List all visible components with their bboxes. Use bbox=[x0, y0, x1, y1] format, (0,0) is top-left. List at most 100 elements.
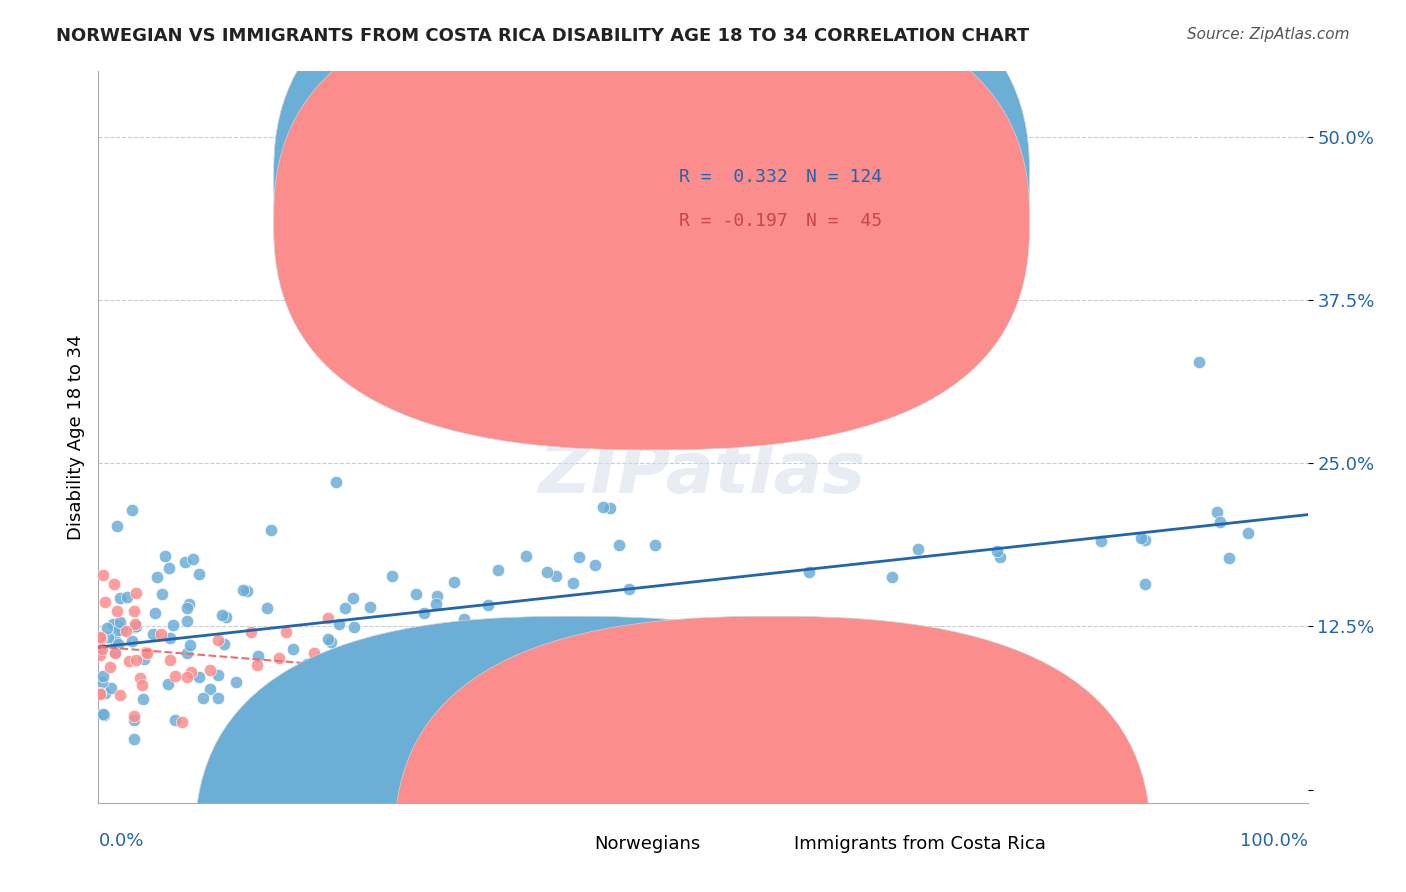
Point bbox=[260, 524, 283, 538]
Point bbox=[174, 555, 197, 569]
Point bbox=[124, 620, 146, 634]
Point bbox=[150, 627, 173, 641]
Text: Norwegians: Norwegians bbox=[595, 836, 700, 854]
Text: N = 124: N = 124 bbox=[806, 169, 882, 186]
Point bbox=[176, 600, 198, 615]
Point bbox=[544, 641, 567, 656]
Point bbox=[797, 566, 820, 580]
Point bbox=[305, 688, 328, 702]
Point bbox=[1237, 526, 1260, 541]
Point bbox=[586, 648, 609, 662]
Point bbox=[443, 574, 465, 589]
Point bbox=[122, 731, 145, 746]
Point bbox=[212, 637, 235, 651]
Point bbox=[1205, 505, 1227, 519]
Point bbox=[413, 606, 436, 620]
Point bbox=[89, 642, 111, 657]
Point bbox=[716, 636, 738, 650]
Text: Immigrants from Costa Rica: Immigrants from Costa Rica bbox=[793, 836, 1046, 854]
Point bbox=[153, 549, 176, 563]
Text: Source: ZipAtlas.com: Source: ZipAtlas.com bbox=[1187, 27, 1350, 42]
Point bbox=[136, 646, 159, 660]
Point bbox=[232, 583, 254, 598]
Point bbox=[103, 576, 125, 591]
Point bbox=[150, 587, 173, 601]
Point bbox=[200, 663, 222, 677]
Point bbox=[359, 599, 381, 614]
Point bbox=[207, 632, 229, 647]
Point bbox=[316, 632, 339, 646]
Point bbox=[157, 677, 180, 691]
Point bbox=[170, 714, 193, 729]
Point bbox=[91, 707, 114, 722]
Point bbox=[125, 585, 148, 599]
Point bbox=[96, 621, 118, 635]
Point bbox=[159, 653, 181, 667]
Point bbox=[599, 500, 621, 515]
Point bbox=[188, 566, 211, 581]
Point bbox=[598, 657, 620, 672]
Point bbox=[98, 660, 121, 674]
Text: 0.0%: 0.0% bbox=[98, 832, 143, 850]
Point bbox=[276, 624, 298, 639]
Point bbox=[142, 627, 165, 641]
Point bbox=[495, 650, 517, 665]
Point bbox=[1133, 533, 1156, 548]
Point bbox=[544, 569, 567, 583]
Point bbox=[89, 687, 111, 701]
Point bbox=[104, 646, 127, 660]
Point bbox=[695, 663, 717, 677]
FancyBboxPatch shape bbox=[613, 137, 976, 268]
Point bbox=[1130, 531, 1153, 545]
Point bbox=[104, 645, 127, 659]
Point bbox=[188, 670, 211, 684]
Point bbox=[122, 708, 145, 723]
Point bbox=[312, 651, 335, 665]
Point bbox=[198, 681, 221, 696]
Point bbox=[607, 538, 630, 552]
Point bbox=[105, 604, 128, 618]
Point bbox=[89, 686, 111, 700]
Point bbox=[97, 630, 120, 644]
Point bbox=[131, 678, 153, 692]
Point bbox=[1218, 551, 1240, 566]
Point bbox=[211, 607, 233, 622]
Point bbox=[561, 576, 583, 591]
Point bbox=[159, 631, 181, 645]
Text: NORWEGIAN VS IMMIGRANTS FROM COSTA RICA DISABILITY AGE 18 TO 34 CORRELATION CHAR: NORWEGIAN VS IMMIGRANTS FROM COSTA RICA … bbox=[56, 27, 1029, 45]
Point bbox=[432, 633, 454, 648]
Point bbox=[177, 597, 200, 611]
Point bbox=[110, 624, 132, 638]
Point bbox=[515, 549, 537, 563]
Point bbox=[592, 500, 614, 514]
Point bbox=[90, 674, 112, 689]
Point bbox=[108, 615, 131, 629]
Point bbox=[89, 630, 111, 644]
Point bbox=[207, 690, 229, 705]
FancyBboxPatch shape bbox=[274, 0, 1029, 450]
Point bbox=[246, 657, 269, 672]
Point bbox=[91, 568, 114, 582]
Point bbox=[131, 692, 153, 706]
Point bbox=[180, 665, 202, 680]
Point bbox=[132, 651, 155, 665]
Point bbox=[380, 569, 402, 583]
Point bbox=[405, 586, 427, 600]
Point bbox=[159, 561, 181, 575]
Point bbox=[236, 584, 259, 599]
Point bbox=[143, 606, 166, 620]
Point bbox=[486, 563, 509, 577]
Point bbox=[146, 570, 169, 584]
Text: 100.0%: 100.0% bbox=[1240, 832, 1308, 850]
Text: R =  0.332: R = 0.332 bbox=[679, 169, 787, 186]
Point bbox=[256, 600, 278, 615]
Point bbox=[416, 690, 439, 705]
Point bbox=[988, 550, 1011, 565]
Point bbox=[316, 611, 339, 625]
Point bbox=[94, 594, 117, 608]
Point bbox=[124, 617, 146, 632]
FancyBboxPatch shape bbox=[195, 616, 950, 892]
Point bbox=[426, 589, 449, 603]
Point bbox=[162, 617, 184, 632]
Point bbox=[179, 638, 201, 652]
